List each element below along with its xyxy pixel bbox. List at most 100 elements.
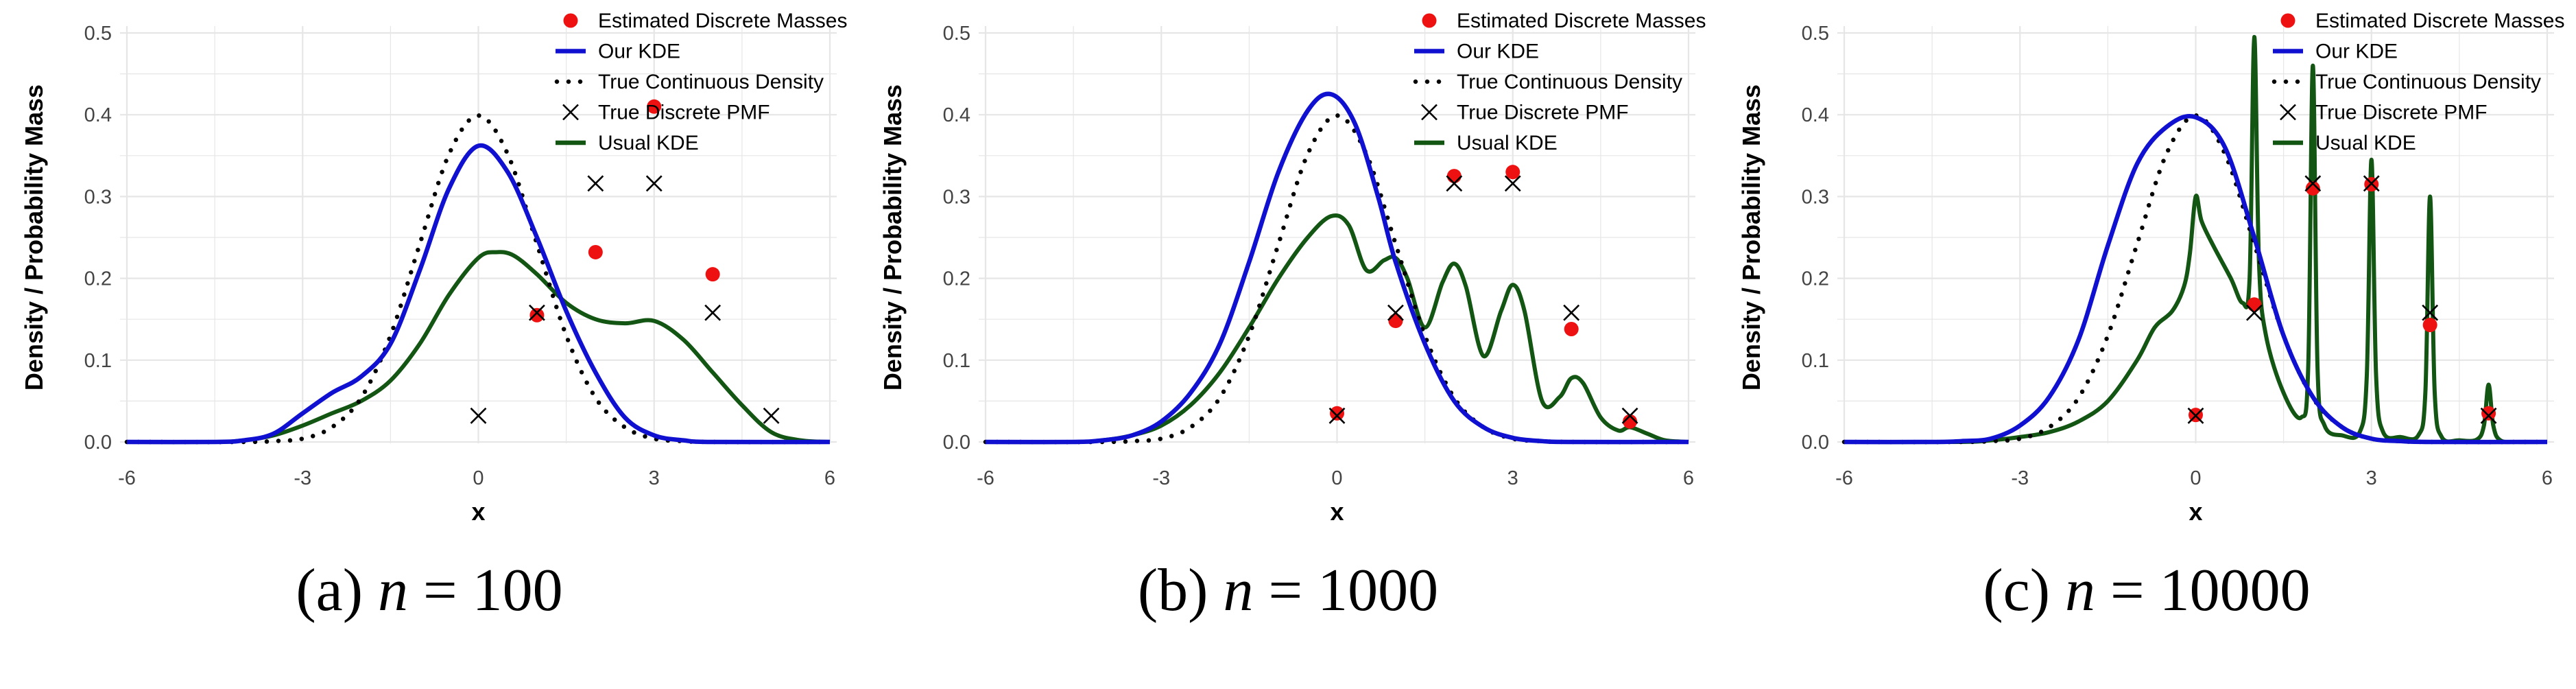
legend-item-true-continuous-density: True Continuous Density (554, 71, 824, 93)
estimated-mass-point (529, 307, 545, 323)
our-kde-line (985, 91, 1689, 445)
estimated-mass-point (647, 99, 662, 114)
true-pmf-marker (2422, 304, 2439, 321)
y-tick-label: 0.4 (1802, 104, 1829, 126)
estimated-mass-point (1505, 165, 1520, 180)
x-tick-label: 0 (2190, 467, 2201, 489)
caption-prefix: (a) (296, 557, 379, 624)
legend-label: True Continuous Density (2315, 71, 2541, 93)
true-pmf-marker (2480, 407, 2497, 424)
y-tick-label: 0.5 (84, 23, 112, 45)
y-tick-label: 0.4 (943, 104, 970, 126)
legend-swatch-point (563, 13, 578, 28)
true-pmf-marker (1563, 304, 1580, 321)
caption-rest: = 10000 (2095, 557, 2311, 624)
estimated-mass-point (2422, 318, 2437, 333)
legend-label: Estimated Discrete Masses (2315, 10, 2564, 32)
legend-label: True Continuous Density (1457, 71, 1682, 93)
x-axis-label: x (1330, 498, 1344, 526)
estimated-mass-point (1564, 322, 1579, 337)
legend-label: Our KDE (1457, 40, 1539, 63)
legend-swatch-cross (2280, 104, 2296, 121)
x-tick-label: 3 (649, 467, 660, 489)
x-tick-label: -6 (977, 467, 994, 489)
caption-prefix: (c) (1983, 557, 2066, 624)
caption-prefix: (b) (1137, 557, 1224, 624)
true-pmf-marker (587, 175, 604, 192)
true-pmf-marker (528, 304, 545, 321)
y-tick-label: 0.3 (84, 186, 112, 208)
usual-kde-line (985, 213, 1689, 445)
legend-label: True Discrete PMF (2315, 102, 2488, 124)
legend-swatch-point (2280, 13, 2295, 28)
x-tick-label: 6 (2542, 467, 2553, 489)
caption-rest: = 1000 (1253, 557, 1439, 624)
y-tick-label: 0.5 (943, 23, 970, 45)
true-pmf-marker (1621, 407, 1638, 424)
usual-kde-line (126, 250, 831, 445)
y-tick-label: 0.0 (84, 432, 112, 454)
legend-label: Usual KDE (2315, 132, 2416, 154)
our-kde-line (1844, 114, 2548, 445)
true-pmf-marker (2304, 175, 2322, 192)
true-pmf-marker (2187, 407, 2204, 424)
y-tick-label: 0.2 (1802, 268, 1829, 290)
legend-item-our-kde: Our KDE (1414, 40, 1539, 63)
legend-label: Estimated Discrete Masses (598, 10, 847, 32)
panel-a: 0.0 0.1 0.2 0.3 0.4 0.5 -6 -3 0 3 6 x Density / Prob… (0, 0, 859, 689)
x-axis-label: x (471, 498, 485, 526)
legend-item-true-continuous-density: True Continuous Density (2271, 71, 2541, 93)
legend-item-estimated-discrete-masses: Estimated Discrete Masses (2280, 10, 2564, 32)
our-kde-line (126, 143, 831, 445)
y-tick-label: 0.5 (1802, 23, 1829, 45)
chart-b: 0.0 0.1 0.2 0.3 0.4 0.5 -6 -3 0 3 6 x Density / Prob… (879, 10, 1706, 526)
legend-item-our-kde: Our KDE (2273, 40, 2398, 63)
x-tick-label: 0 (473, 467, 484, 489)
y-tick-label: 0.2 (84, 268, 112, 290)
legend-item-usual-kde: Usual KDE (2273, 132, 2416, 154)
true-pmf-marker (1504, 175, 1521, 192)
legend-item-true-discrete-pmf: True Discrete PMF (2280, 102, 2488, 124)
legend-label: Our KDE (2315, 40, 2398, 63)
y-tick-label: 0.4 (84, 104, 112, 126)
estimated-mass-point (705, 267, 720, 282)
x-tick-label: 6 (824, 467, 835, 489)
y-tick-label: 0.2 (943, 268, 970, 290)
x-tick-label: -6 (118, 467, 136, 489)
x-tick-label: -3 (294, 467, 311, 489)
legend-label: Estimated Discrete Masses (1457, 10, 1706, 32)
chart-a: 0.0 0.1 0.2 0.3 0.4 0.5 -6 -3 0 3 6 x Density / Prob… (20, 10, 847, 526)
y-tick-label: 0.0 (1802, 432, 1829, 454)
panel-c: 0.0 0.1 0.2 0.3 0.4 0.5 -6 -3 0 3 6 x Density / Prob… (1717, 0, 2576, 689)
x-tick-label: -3 (2011, 467, 2029, 489)
legend-swatch-point (1422, 13, 1437, 28)
x-tick-label: 3 (1507, 467, 1518, 489)
true-pmf-marker (1387, 304, 1404, 321)
true-pmf-marker (2363, 175, 2380, 192)
true-pmf-marker (470, 407, 487, 424)
panel-b: 0.0 0.1 0.2 0.3 0.4 0.5 -6 -3 0 3 6 x Density / Prob… (859, 0, 1717, 689)
true-pmf-marker (1328, 407, 1346, 424)
caption-a: (a) n = 100 (0, 556, 859, 638)
legend-label: Our KDE (598, 40, 680, 63)
y-tick-label: 0.1 (1802, 350, 1829, 372)
estimated-mass-point (2305, 180, 2320, 196)
estimated-mass-point (2247, 297, 2262, 312)
legend-item-true-continuous-density: True Continuous Density (1413, 71, 1682, 93)
caption-rest: = 100 (408, 557, 563, 624)
y-tick-label: 0.0 (943, 432, 970, 454)
caption-math: n (1223, 557, 1254, 624)
legend-item-usual-kde: Usual KDE (1414, 132, 1558, 154)
legend-label: Usual KDE (1457, 132, 1558, 154)
true-continuous-density-line (983, 113, 1691, 445)
y-tick-label: 0.1 (84, 350, 112, 372)
true-pmf-marker (2245, 304, 2263, 321)
legend-label: Usual KDE (598, 132, 699, 154)
legend-item-estimated-discrete-masses: Estimated Discrete Masses (563, 10, 847, 32)
true-continuous-density-line (124, 113, 833, 445)
x-axis-label: x (2189, 498, 2202, 526)
legend-label: True Discrete PMF (598, 102, 770, 124)
x-tick-label: 3 (2366, 467, 2377, 489)
caption-c: (c) n = 10000 (1717, 556, 2576, 638)
estimated-mass-point (588, 244, 603, 259)
